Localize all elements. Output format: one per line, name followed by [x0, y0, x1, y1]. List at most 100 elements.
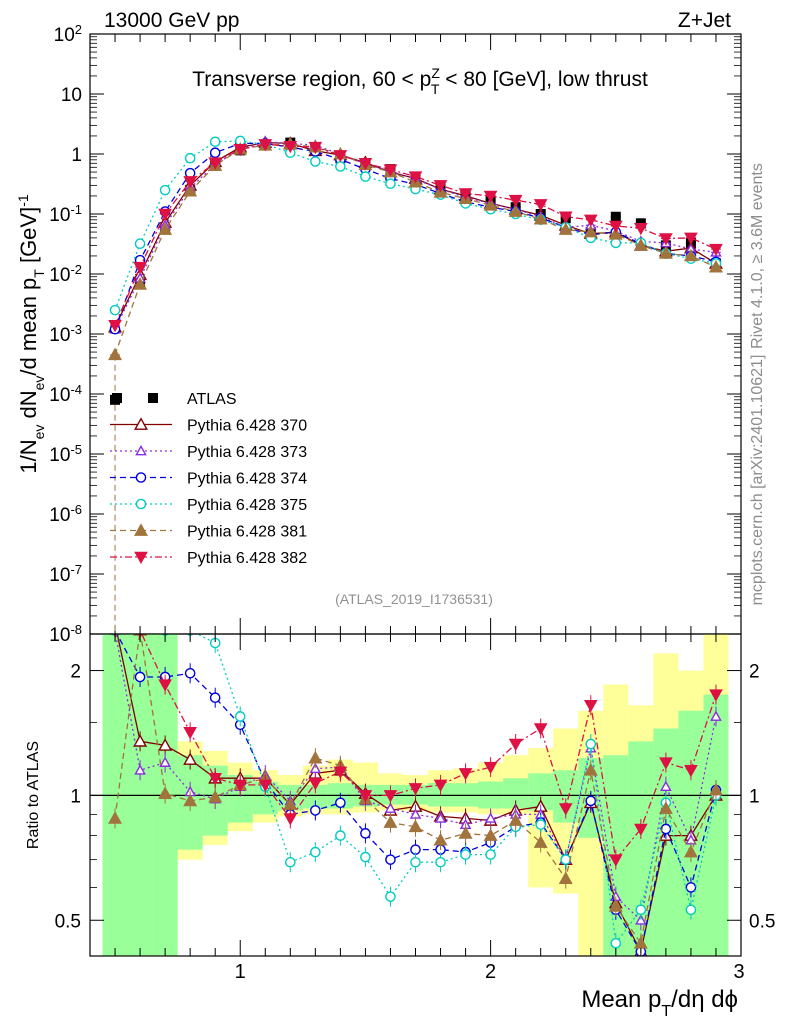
ratio-point-p374	[685, 882, 697, 893]
y-tick-label: 10-5	[49, 442, 82, 467]
y-tick-label: 10-2	[49, 262, 82, 287]
ratio-point-p374	[184, 667, 196, 679]
ratio-point-p373	[159, 756, 171, 767]
legend-entry-p370: Pythia 6.428 370	[110, 417, 307, 435]
main-y-axis: 10-8 10-7 10-6 10-5 10-4 10-3 10-2 10-1 1 10 102	[49, 22, 742, 647]
ratio-point-p375	[485, 849, 496, 860]
point-p381	[508, 204, 523, 217]
ratio-point-p373	[710, 710, 722, 721]
ratio-point-p381	[583, 762, 598, 776]
point-p381	[658, 246, 673, 259]
ratio-y-tick-label-right: 2	[749, 662, 760, 683]
ratio-point-p381	[208, 789, 223, 803]
ratio-point-p374	[335, 797, 346, 809]
legend-entry-p374: Pythia 6.428 374	[110, 471, 307, 488]
band-green	[102, 634, 128, 956]
legend-label-ATLAS: ATLAS	[187, 391, 237, 408]
ratio-point-p382	[258, 779, 273, 792]
y-tick-label: 10-3	[49, 322, 82, 347]
legend: ATLAS Pythia 6.428 370 Pythia 6.428 373 Pyt…	[110, 391, 307, 567]
ratio-point-p370	[133, 734, 148, 747]
band-green	[302, 784, 328, 809]
y-tick-label: 10-4	[49, 382, 82, 407]
ratio-point-p375	[285, 856, 296, 868]
ratio-point-p381	[433, 832, 448, 846]
point-ATLAS	[610, 211, 621, 222]
ratio-y-tick-label: 1	[70, 786, 81, 807]
ratio-point-p374	[360, 828, 371, 839]
point-p381	[158, 222, 173, 235]
point-p381	[483, 197, 498, 211]
point-p381	[133, 277, 148, 290]
analysis-id: (ATLAS_2019_I1736531)	[335, 591, 493, 607]
ratio-point-p381	[408, 819, 423, 833]
ratio-point-p382	[558, 803, 573, 816]
ratio-point-p374	[385, 854, 396, 865]
point-p375	[159, 184, 171, 196]
ratio-point-p375	[685, 904, 697, 916]
point-p375	[610, 237, 622, 249]
ratio-point-p373	[484, 812, 497, 823]
ratio-point-p382	[433, 779, 448, 792]
ratio-point-p374	[134, 671, 146, 683]
point-p381	[533, 211, 548, 225]
title-pre: Transverse region, 60 < p	[192, 68, 431, 91]
ratio-point-p374	[209, 692, 221, 704]
ratio-y-tick-label: 0.5	[55, 911, 81, 932]
ratio-point-p375	[560, 854, 572, 865]
point-p382	[634, 222, 648, 236]
legend-label-p373: Pythia 6.428 373	[187, 444, 307, 461]
point-p382	[283, 140, 298, 154]
process-label: Z+Jet	[678, 9, 731, 32]
y-tick-label: 1	[71, 145, 82, 166]
ratio-point-p382	[659, 757, 673, 770]
ratio-point-p382	[208, 772, 223, 786]
series-line-p375	[114, 140, 717, 311]
ratio-point-p382	[533, 723, 548, 736]
title-post: < 80 [GeV], low thrust	[439, 68, 648, 91]
ratio-point-p375	[460, 849, 471, 860]
point-p381	[633, 238, 648, 251]
ratio-point-p381	[158, 786, 173, 799]
point-p382	[558, 211, 573, 224]
ratio-point-p373	[660, 780, 672, 791]
point-p375	[209, 136, 221, 148]
x-axis-label: Mean pT/dη dϕ	[581, 986, 738, 1020]
point-p381	[583, 224, 598, 238]
legend-label-p382: Pythia 6.428 382	[187, 550, 307, 567]
ratio-series-p382	[113, 634, 723, 870]
point-p381	[558, 222, 573, 235]
legend-entry-ATLAS: ATLAS	[112, 391, 237, 408]
ratio-point-p375	[610, 937, 622, 949]
y-tick-label: 10-6	[49, 502, 82, 527]
point-p382	[158, 208, 172, 222]
point-p375	[109, 304, 121, 316]
y-tick-label: 10-8	[49, 622, 82, 647]
legend-marker-p370	[134, 417, 148, 430]
ratio-point-p375	[410, 856, 421, 868]
ratio-point-p375	[310, 846, 321, 858]
main-frame	[89, 33, 742, 635]
point-p382	[133, 261, 147, 275]
ratio-point-p381	[708, 782, 723, 796]
y-tick-label: 10-7	[49, 562, 82, 587]
ratio-point-p382	[608, 854, 623, 867]
ratio-point-p382	[408, 783, 423, 796]
legend-marker-p381	[134, 523, 148, 536]
ratio-point-p373	[384, 802, 397, 813]
ratio-point-p382	[709, 689, 723, 702]
ratio-point-p375	[435, 856, 446, 868]
point-p382	[684, 232, 698, 245]
ratio-point-p382	[583, 699, 598, 713]
point-p382	[208, 157, 223, 170]
title-sup: Z	[431, 65, 440, 81]
ratio-point-p381	[108, 811, 123, 824]
ratio-point-p373	[134, 764, 146, 775]
legend-entry-p375: Pythia 6.428 375	[110, 497, 307, 514]
x-tick-label: 3	[733, 961, 744, 983]
main-panel: 10-8 10-7 10-6 10-5 10-4 10-3 10-2 10-1 1 10 102	[49, 22, 742, 647]
ratio-point-p382	[183, 727, 197, 740]
legend-marker-ATLAS-2	[148, 393, 158, 403]
legend-marker-ATLAS-1	[112, 393, 122, 403]
